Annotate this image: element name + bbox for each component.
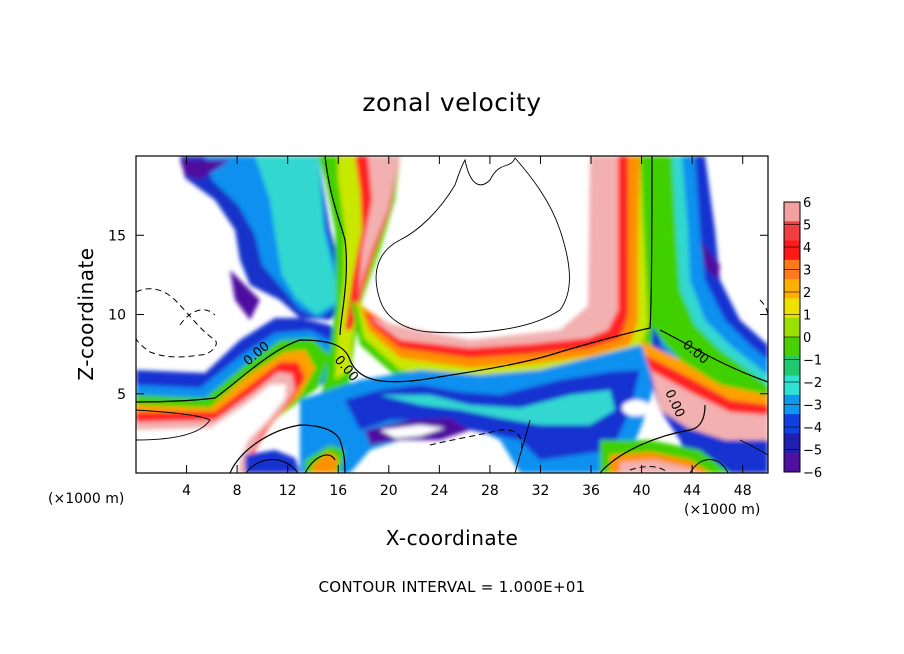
colorbar-swatch [784,375,800,396]
x-tick-label: 28 [481,483,499,499]
colorbar-tick-label: 1 [803,309,811,324]
colorbar-tick-label: −1 [803,354,822,369]
colorbar-tick-label: 2 [803,286,811,301]
colorbar-tick-label: −3 [803,399,822,414]
x-tick-label: 4 [182,483,191,499]
x-tick-label: 32 [532,483,550,499]
x-tick-label: 44 [683,483,701,499]
colorbar-swatch [784,414,800,434]
colorbar-swatch [784,337,800,357]
x-tick-label: 40 [633,483,651,499]
contour-interval-note: CONTOUR INTERVAL = 1.000E+01 [318,578,586,596]
y-tick-label: 5 [117,387,126,403]
x-tick-label: 12 [279,483,297,499]
colorbar-tick-label: 6 [803,196,811,211]
colorbar-swatch [784,317,800,338]
colorbar-tick-label: 5 [803,219,811,234]
colorbar-swatch [784,202,800,222]
colorbar-swatch [784,279,800,299]
colorbar-tick-label: −2 [803,376,822,391]
x-axis-label: X-coordinate [385,526,519,550]
y-tick-label: 10 [108,308,126,324]
colorbar-swatch [784,452,800,473]
colorbar-tick-label: 3 [803,264,811,279]
y-tick-label: 15 [108,228,126,244]
x-tick-label: 20 [380,483,398,499]
colorbar-swatch [784,221,800,242]
colorbar-tick-label: −6 [803,466,822,481]
colorbar-swatch [784,433,800,454]
x-tick-label: 16 [329,483,347,499]
x-unit-left: (×1000 m) [48,491,125,507]
chart-title: zonal velocity [362,88,542,117]
colorbar-tick-label: −5 [803,444,822,459]
x-tick-label: 48 [734,483,752,499]
y-axis-label: Z-coordinate [74,247,98,381]
colorbar: 6 5 4 3 2 1 0 −1 −2 −3 −4 −5 −6 [783,196,822,481]
colorbar-swatch [784,356,800,377]
colorbar-tick-label: 4 [803,241,811,256]
x-tick-label: 24 [430,483,448,499]
x-tick-label: 36 [582,483,600,499]
colorbar-swatch [784,298,800,319]
heatmap-field [136,156,768,473]
colorbar-swatch [784,240,800,261]
colorbar-tick-label: 0 [803,331,811,346]
x-unit-right: (×1000 m) [684,502,761,518]
colorbar-tick-label: −4 [803,421,822,436]
contour-lines [136,156,768,473]
x-tick-label: 8 [233,483,242,499]
